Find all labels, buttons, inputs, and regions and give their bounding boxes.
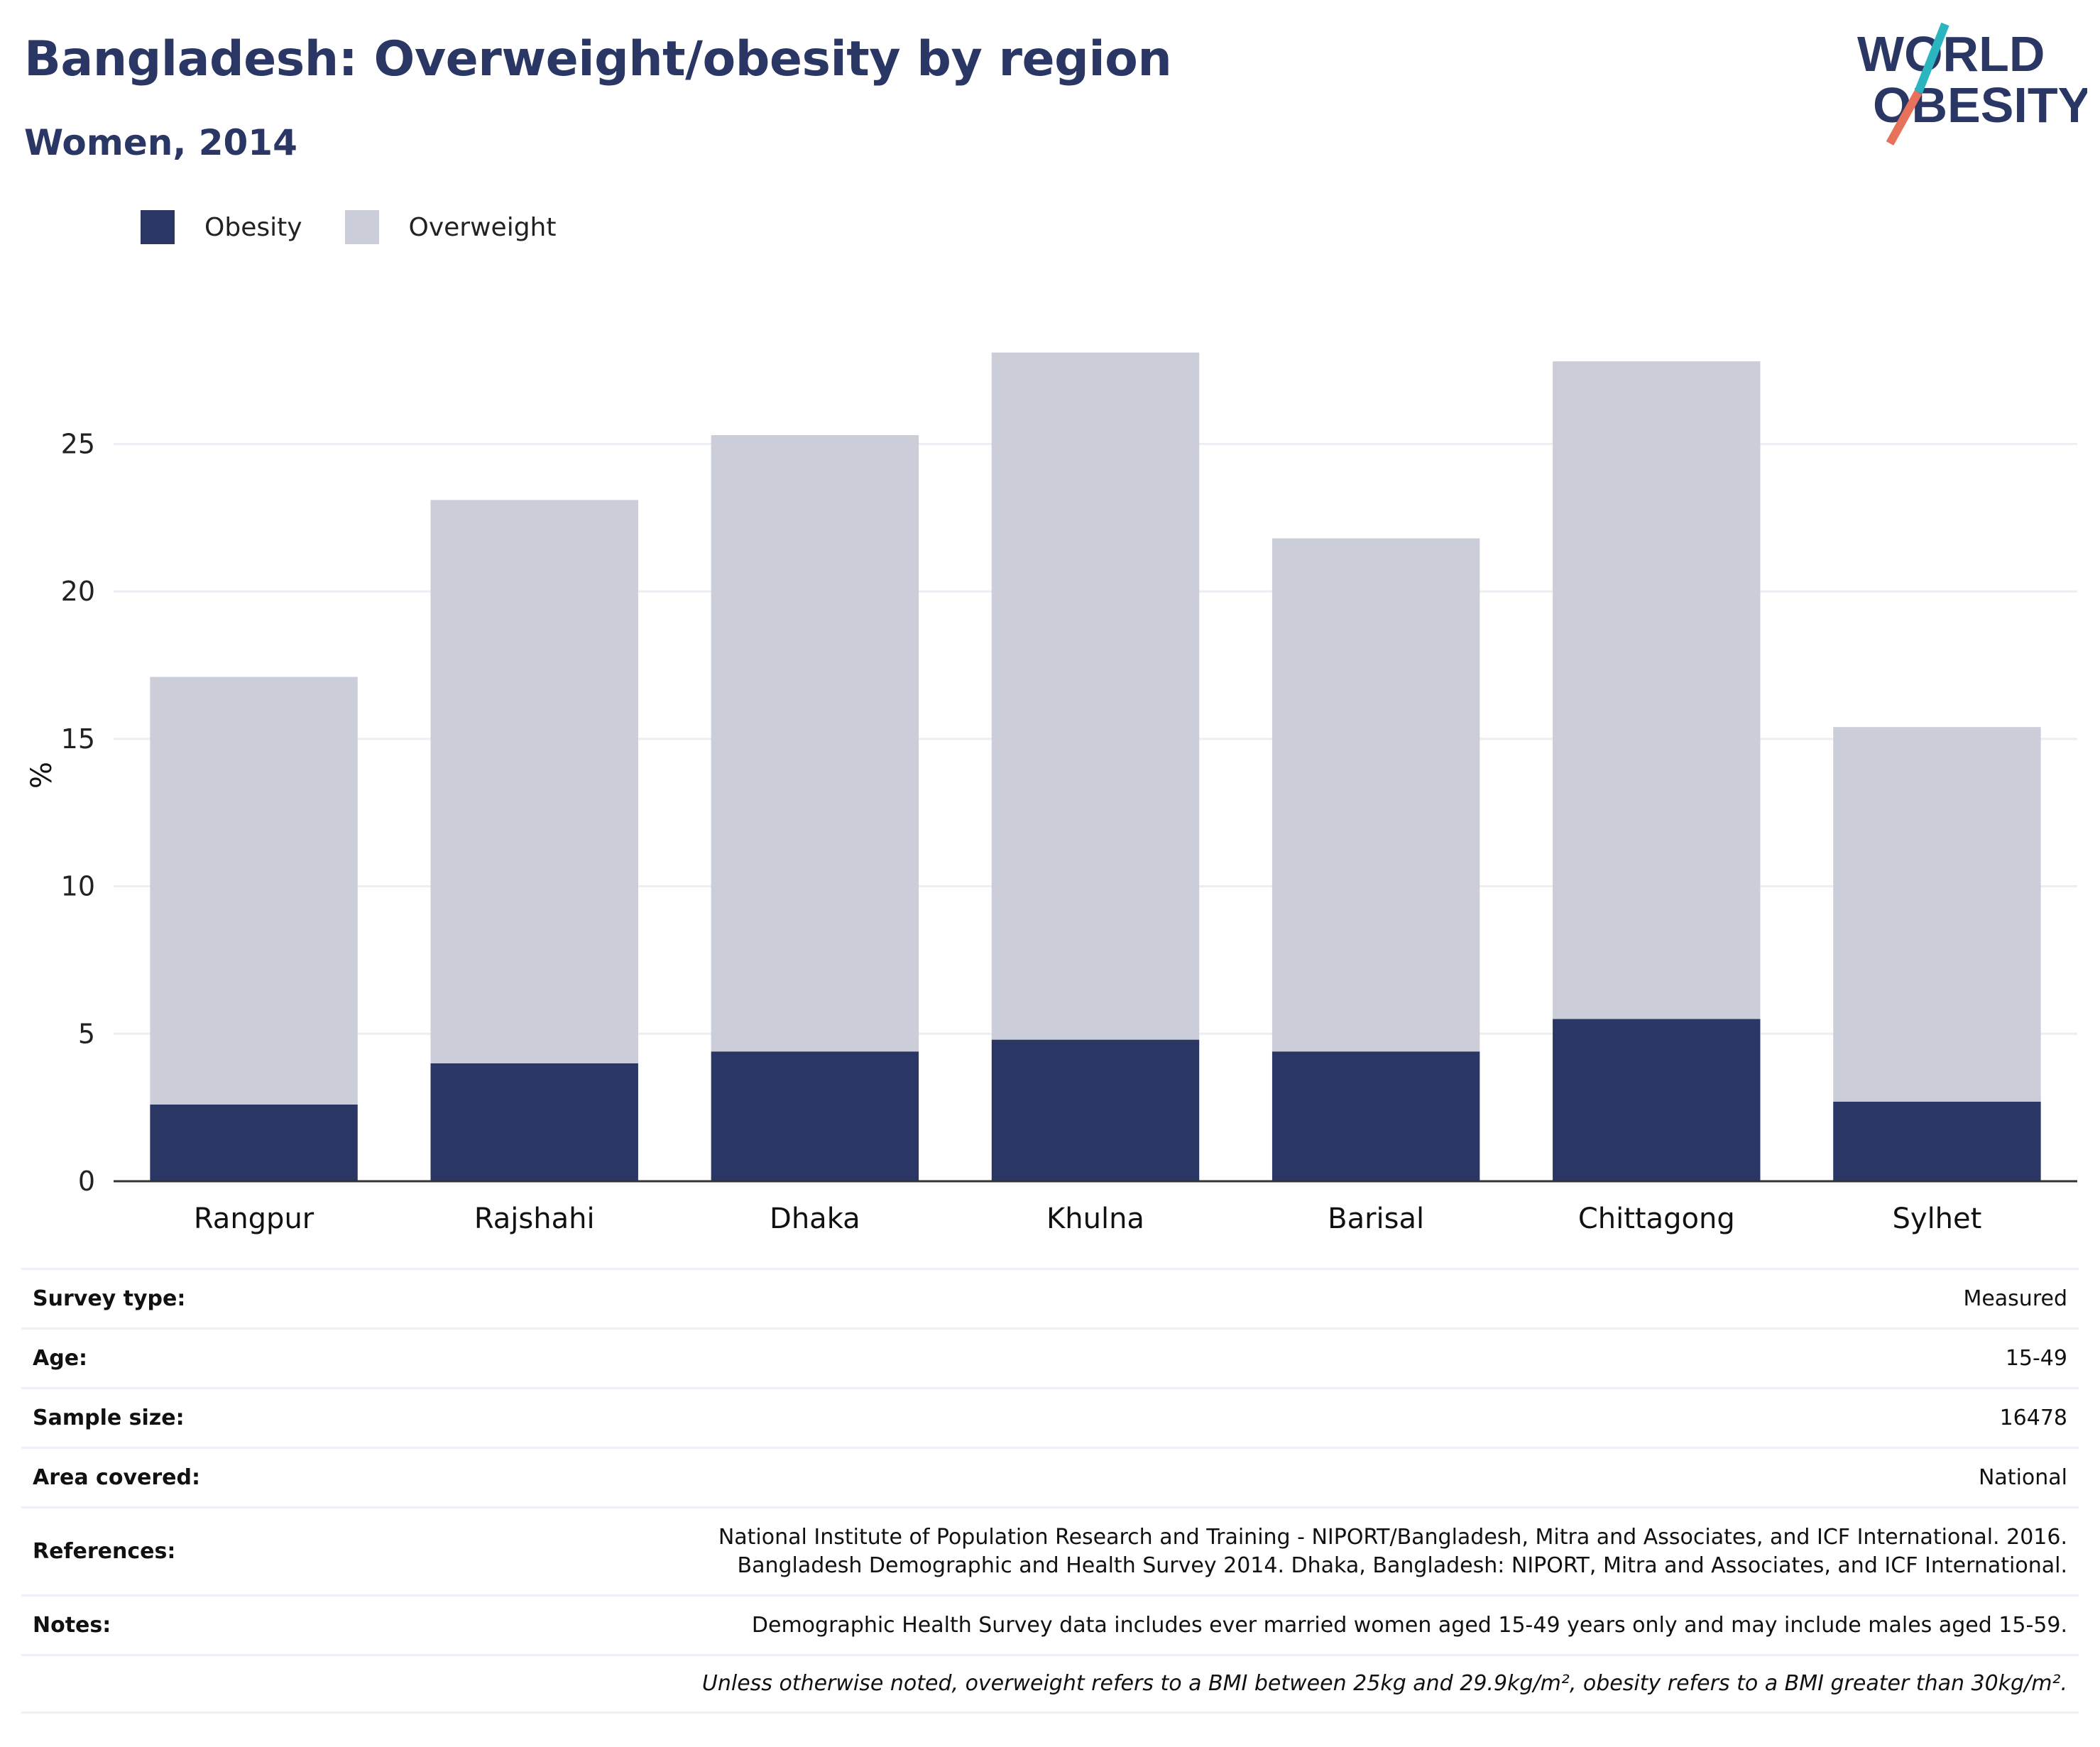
info-row: Survey type: Measured [21, 1268, 2079, 1327]
info-value: National [1978, 1464, 2067, 1490]
info-key: Sample size: [33, 1406, 185, 1430]
x-tick-label: Chittagong [1578, 1203, 1735, 1235]
chart-legend: Obesity Overweight [141, 210, 598, 244]
info-row: Notes: Demographic Health Survey data inc… [21, 1594, 2079, 1654]
stacked-bar-chart: 0 5 10 15 20 25% Rangpur Rajshahi Dhaka Khulna Bar… [26, 352, 2077, 1235]
y-axis-label: % [26, 762, 58, 789]
logo-slash-bottom [1886, 90, 1923, 146]
legend-label-obesity: Obesity [204, 212, 302, 242]
logo-slash-top [1914, 22, 1949, 94]
x-tick-label: Rangpur [194, 1203, 315, 1235]
bar-obesity-barisal [1272, 1051, 1480, 1181]
bar-overweight-sylhet [1833, 727, 2041, 1102]
y-tick-label: 25 [61, 428, 95, 459]
info-row: Unless otherwise noted, overweight refer… [21, 1654, 2079, 1714]
survey-info-table: Survey type: Measured Age: 15-49 Sample size… [21, 1268, 2079, 1714]
info-key: Area covered: [33, 1465, 200, 1490]
y-tick-label: 20 [61, 576, 95, 607]
info-value: Demographic Health Survey data includes … [751, 1612, 2067, 1638]
x-tick-label: Barisal [1328, 1203, 1424, 1235]
bar-obesity-rajshahi [430, 1063, 638, 1181]
bar-obesity-khulna [991, 1039, 1200, 1181]
world-obesity-logo: WORLD OBESITY [1857, 22, 2087, 146]
bar-overweight-dhaka [711, 434, 919, 1052]
info-value: 16478 [1999, 1405, 2067, 1430]
bar-obesity-rangpur [150, 1104, 358, 1181]
bar-overweight-chittagong [1553, 361, 1761, 1019]
bar-overweight-khulna [991, 352, 1200, 1040]
logo-word-world: WORLD [1857, 26, 2045, 82]
info-row: Age: 15-49 [21, 1327, 2079, 1387]
x-tick-label: Khulna [1046, 1203, 1144, 1235]
bar-obesity-sylhet [1833, 1101, 2041, 1181]
chart-title: Bangladesh: Overweight/obesity by region [24, 31, 1172, 87]
y-tick-label: 15 [61, 723, 95, 755]
reference-line: National Institute of Population Researc… [718, 1524, 2067, 1550]
info-key: References: [33, 1539, 176, 1564]
chart-subtitle: Women, 2014 [24, 122, 297, 163]
legend-item-overweight[interactable]: Overweight [344, 210, 557, 244]
y-tick-label: 10 [61, 871, 95, 902]
y-tick-label: 5 [78, 1018, 95, 1049]
legend-swatch-overweight [344, 210, 379, 244]
bar-overweight-rajshahi [430, 500, 638, 1063]
info-key: Age: [33, 1346, 88, 1371]
reference-line: Bangladesh Demographic and Health Survey… [737, 1552, 2067, 1578]
x-tick-label: Sylhet [1893, 1203, 1982, 1235]
legend-label-overweight: Overweight [408, 212, 557, 242]
bar-obesity-dhaka [711, 1051, 919, 1181]
x-tick-label: Dhaka [770, 1203, 860, 1235]
bar-overweight-barisal [1272, 538, 1480, 1052]
info-row: Sample size: 16478 [21, 1387, 2079, 1447]
info-key: Notes: [33, 1613, 111, 1638]
info-row: Area covered: National [21, 1447, 2079, 1506]
y-tick-label: 0 [78, 1166, 95, 1197]
info-row: References: National Institute of Populat… [21, 1506, 2079, 1594]
info-value: Measured [1963, 1286, 2067, 1311]
legend-item-obesity[interactable]: Obesity [141, 210, 302, 244]
legend-swatch-obesity [141, 210, 175, 244]
info-value: 15-49 [2005, 1345, 2067, 1371]
x-tick-label: Rajshahi [474, 1203, 595, 1235]
info-value: National Institute of Population Researc… [718, 1523, 2067, 1580]
bar-obesity-chittagong [1553, 1019, 1761, 1181]
info-value: Unless otherwise noted, overweight refer… [701, 1671, 2067, 1696]
bar-overweight-rangpur [150, 677, 358, 1105]
info-key: Survey type: [33, 1286, 186, 1311]
